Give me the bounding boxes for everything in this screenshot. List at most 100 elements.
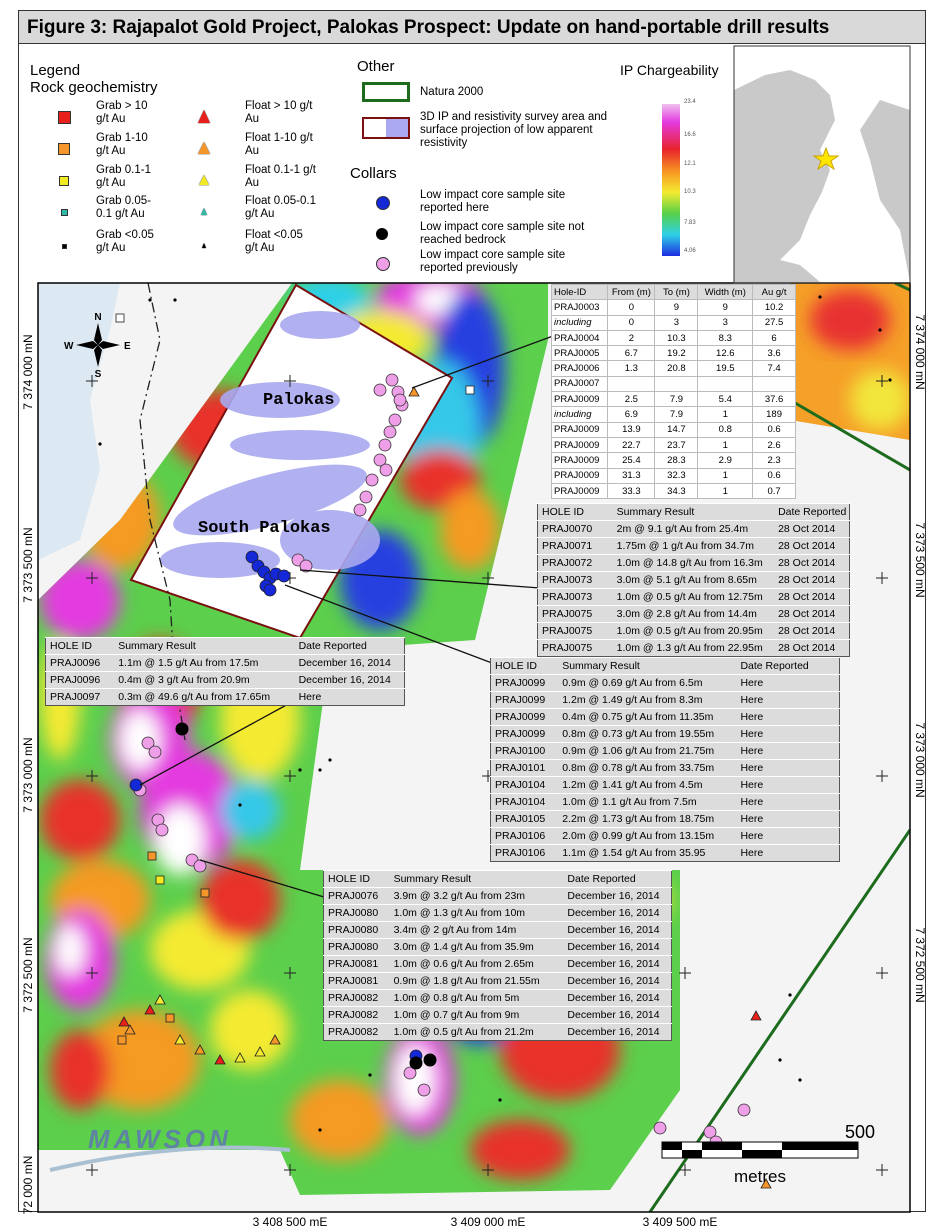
- collar-here: [129, 778, 143, 792]
- float-symbol: [198, 142, 210, 154]
- collar-here: [277, 569, 291, 583]
- table-cell: PRAJ0106: [490, 844, 559, 862]
- table-cell: 1: [697, 406, 754, 423]
- table-cell: PRAJ0080: [323, 921, 390, 939]
- table-cell: 19.5: [697, 360, 754, 377]
- header-cell: Date Reported: [294, 637, 405, 655]
- table-row: PRAJ0075 1.0m @ 1.3 g/t Au from 22.95m 28 …: [537, 639, 850, 657]
- table-cell: 0.8m @ 0.73 g/t Au from 19.55m: [558, 725, 737, 743]
- compass-label: N: [94, 312, 101, 323]
- table-row: PRAJ0082 1.0m @ 0.7 g/t Au from 9m Decembe…: [323, 1006, 672, 1024]
- grab-sample: [147, 851, 157, 861]
- table-cell: 34.3: [654, 482, 699, 500]
- table-cell: PRAJ0096: [45, 654, 115, 672]
- small-sample: [778, 1058, 782, 1062]
- table-cell: 0.9m @ 0.69 g/t Au from 6.5m: [558, 674, 737, 692]
- float-sample: [214, 1054, 226, 1065]
- ip-blob: [470, 1120, 570, 1180]
- table-cell: 0: [607, 314, 656, 331]
- ip-scale-label: 16.6: [684, 132, 696, 138]
- header-cell: Date Reported: [774, 503, 850, 521]
- table-cell: 0.4m @ 0.75 g/t Au from 11.35m: [558, 708, 737, 726]
- table-row: PRAJ0082 1.0m @ 0.8 g/t Au from 5m Decembe…: [323, 989, 672, 1007]
- table-cell: 31.3: [607, 467, 656, 484]
- float-sample: [750, 1010, 762, 1021]
- table-row: including 0 3 3 27.5: [550, 314, 796, 331]
- leader: [199, 859, 325, 898]
- table-row: PRAJ0004 2 10.3 8.3 6: [550, 329, 796, 347]
- table-cell: PRAJ0073: [537, 571, 613, 589]
- table-cell: Here: [736, 827, 840, 845]
- table-cell: 0.8: [697, 421, 754, 438]
- collar-previous: [155, 823, 169, 837]
- resistivity-blob: [173, 464, 367, 536]
- table-cell: PRAJ0081: [323, 955, 390, 973]
- legend-subtitle: Rock geochemistry: [30, 79, 158, 96]
- northing-label: 7 373 500 mN: [913, 522, 927, 597]
- table-cell: PRAJ0075: [537, 622, 613, 640]
- table-row: PRAJ0009 13.9 14.7 0.8 0.6: [550, 421, 796, 438]
- ip-blob: [40, 780, 120, 860]
- header-cell: Au g/t: [752, 283, 796, 301]
- compass-label: W: [64, 341, 74, 352]
- table-cell: 1.0m @ 0.5 g/t Au from 12.75m: [612, 588, 775, 606]
- table-cell: Here: [736, 725, 840, 743]
- ip-blob: [290, 1080, 390, 1160]
- table-cell: 1.0m @ 0.5 g/t Au from 20.95m: [612, 622, 775, 640]
- ip-colorbar: [662, 104, 680, 256]
- collar-symbol: [376, 257, 390, 271]
- grab-symbol: [60, 208, 68, 216]
- collar-previous: [417, 1083, 431, 1097]
- table-cell: PRAJ0080: [323, 904, 390, 922]
- table-cell: PRAJ0009: [550, 467, 609, 484]
- table-cell: PRAJ0082: [323, 1023, 390, 1041]
- compass-label: E: [124, 341, 131, 352]
- table-cell: 1: [697, 467, 754, 484]
- small-sample: [298, 768, 302, 772]
- table-cell: 2.2m @ 1.73 g/t Au from 18.75m: [558, 810, 737, 828]
- legend-label: Grab 0.05-0.1 g/t Au: [96, 195, 151, 220]
- legend-label: 3D IP and resistivity survey area and su…: [420, 111, 608, 149]
- table-row: PRAJ0080 3.0m @ 1.4 g/t Au from 35.9m Dece…: [323, 938, 672, 956]
- collar-previous: [148, 745, 162, 759]
- grab-sample: [117, 1035, 127, 1045]
- table-cell: 28 Oct 2014: [774, 622, 850, 640]
- table-cell: PRAJ0100: [490, 742, 559, 760]
- results-table: Hole-ID From (m) To (m) Width (m) Au g/t PRAJ…: [550, 283, 796, 500]
- table-cell: PRAJ0009: [550, 452, 609, 469]
- table-cell: 1.75m @ 1 g/t Au from 34.7m: [612, 537, 775, 555]
- header-cell: Hole-ID: [550, 283, 609, 301]
- small-sample: [328, 758, 332, 762]
- table-cell: 2.5: [607, 391, 656, 408]
- table-cell: 1.0m @ 1.3 g/t Au from 22.95m: [612, 639, 775, 657]
- table-cell: 28 Oct 2014: [774, 537, 850, 555]
- scale-seg: [702, 1142, 742, 1150]
- collar-previous: [299, 559, 313, 573]
- table-cell: 0: [607, 299, 656, 316]
- header-cell: HOLE ID: [323, 870, 390, 888]
- place-label: Palokas: [263, 391, 334, 410]
- table-cell: PRAJ0082: [323, 1006, 390, 1024]
- collar-previous: [388, 413, 402, 427]
- table-row: PRAJ0099 0.8m @ 0.73 g/t Au from 19.55m He…: [490, 725, 840, 743]
- ip-blob: [80, 1010, 200, 1110]
- collar-previous: [385, 373, 399, 387]
- table-cell: PRAJ0009: [550, 436, 609, 454]
- collar-previous: [393, 393, 407, 407]
- northing-label: 7 373 000 mN: [21, 737, 35, 812]
- northing-label: 72 000 mN: [21, 1156, 35, 1215]
- header-cell: HOLE ID: [45, 637, 115, 655]
- table-cell: 3: [654, 314, 699, 331]
- table-cell: 1.0m @ 14.8 g/t Au from 16.3m: [612, 554, 775, 572]
- ip-blob: [210, 990, 290, 1070]
- table-cell: 1.1m @ 1.5 g/t Au from 17.5m: [114, 654, 295, 672]
- table-cell: 28.3: [654, 452, 699, 469]
- ip-blob: [810, 290, 890, 350]
- grab-sample: [115, 313, 125, 323]
- land: [734, 46, 910, 282]
- table-row: PRAJ0104 1.2m @ 1.41 g/t Au from 4.5m Here: [490, 776, 840, 794]
- table-cell: including: [550, 314, 609, 331]
- table-cell: 10.3: [654, 329, 699, 347]
- table-cell: 0.9m @ 1.8 g/t Au from 21.55m: [389, 972, 564, 990]
- arrow: [76, 341, 98, 349]
